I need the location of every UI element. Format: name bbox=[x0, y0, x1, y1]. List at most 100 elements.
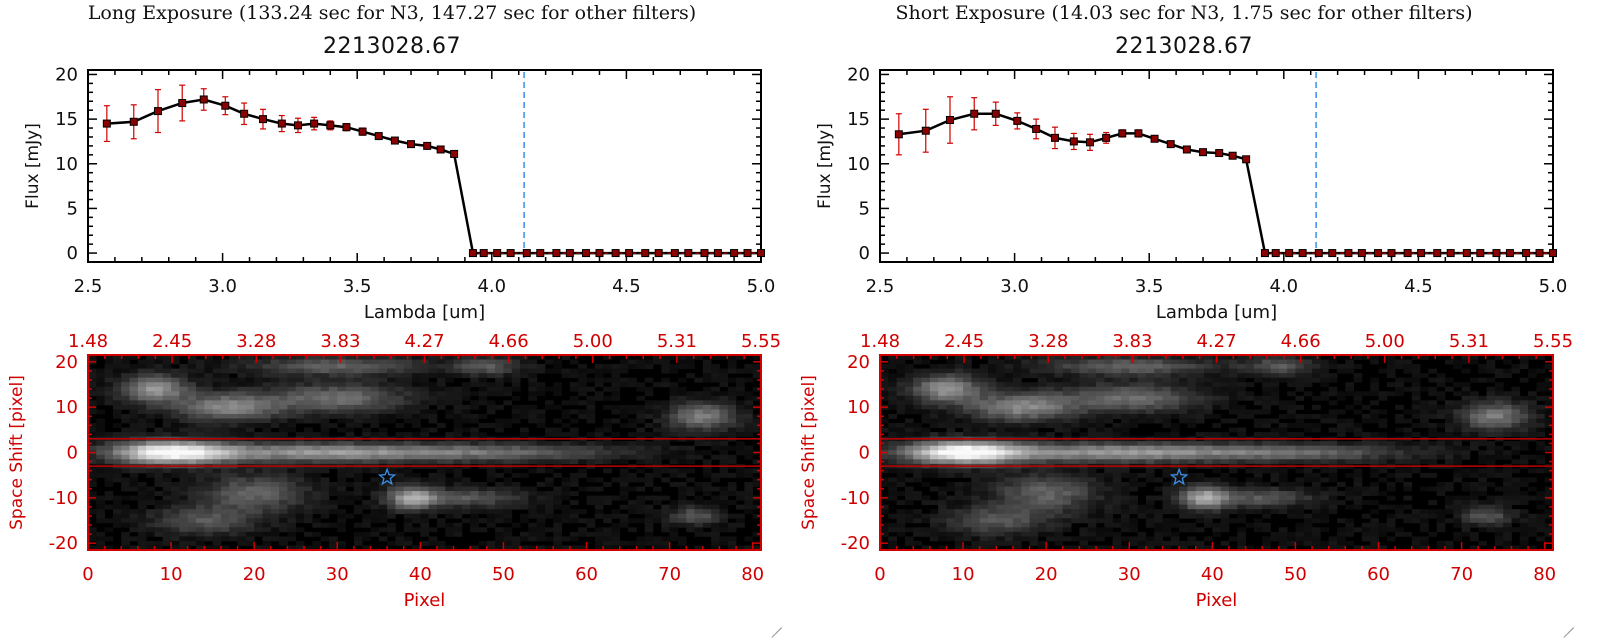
heatmap-pixel bbox=[246, 369, 255, 374]
heatmap-pixel bbox=[520, 450, 529, 455]
heatmap-pixel bbox=[1154, 455, 1163, 460]
heatmap-pixel bbox=[362, 418, 371, 423]
heatmap-pixel bbox=[1520, 446, 1529, 451]
heatmap-pixel bbox=[196, 477, 205, 482]
heatmap-pixel bbox=[1154, 391, 1163, 396]
heatmap-pixel bbox=[728, 428, 737, 433]
heatmap-pixel bbox=[238, 423, 247, 428]
heatmap-pixel bbox=[238, 446, 247, 451]
heatmap-pixel bbox=[179, 518, 188, 523]
heatmap-pixel bbox=[204, 369, 213, 374]
heatmap-pixel bbox=[1511, 387, 1520, 392]
heatmap-pixel bbox=[213, 364, 222, 369]
heatmap-pixel bbox=[312, 518, 321, 523]
heatmap-pixel bbox=[719, 505, 728, 510]
heatmap-pixel bbox=[1030, 428, 1039, 433]
heatmap-pixel bbox=[238, 369, 247, 374]
heatmap-pixel bbox=[728, 473, 737, 478]
heatmap-pixel bbox=[213, 428, 222, 433]
heatmap-pixel bbox=[670, 428, 679, 433]
heatmap-pixel bbox=[204, 527, 213, 532]
heatmap-pixel bbox=[528, 418, 537, 423]
heatmap-pixel bbox=[1511, 409, 1520, 414]
heatmap-pixel bbox=[980, 446, 989, 451]
heatmap-pixel bbox=[429, 505, 438, 510]
heatmap-pixel bbox=[1487, 428, 1496, 433]
heatmap-pixel bbox=[1536, 396, 1545, 401]
heatmap-pixel bbox=[645, 505, 654, 510]
heatmap-pixel bbox=[1420, 373, 1429, 378]
heatmap-pixel bbox=[1038, 414, 1047, 419]
heatmap-pixel bbox=[445, 491, 454, 496]
heatmap-pixel bbox=[254, 496, 263, 501]
heatmap-pixel bbox=[370, 378, 379, 383]
heatmap-pixel bbox=[304, 509, 313, 514]
heatmap-pixel bbox=[146, 423, 155, 428]
heatmap-pixel bbox=[1528, 455, 1537, 460]
heatmap-pixel bbox=[287, 364, 296, 369]
heatmap-pixel bbox=[238, 514, 247, 519]
heatmap-pixel bbox=[395, 387, 404, 392]
heatmap-pixel bbox=[279, 428, 288, 433]
heatmap-pixel bbox=[221, 455, 230, 460]
heatmap-pixel bbox=[395, 541, 404, 546]
x-tick-label: 70 bbox=[658, 564, 681, 585]
heatmap-pixel bbox=[686, 360, 695, 365]
heatmap-pixel bbox=[188, 400, 197, 405]
heatmap-pixel bbox=[271, 391, 280, 396]
heatmap-pixel bbox=[1295, 378, 1304, 383]
heatmap-pixel bbox=[163, 450, 172, 455]
heatmap-pixel bbox=[628, 418, 637, 423]
heatmap-pixel bbox=[354, 536, 363, 541]
resize-grip-icon[interactable] bbox=[770, 616, 782, 628]
heatmap-pixel bbox=[221, 405, 230, 410]
heatmap-pixel bbox=[412, 496, 421, 501]
heatmap-pixel bbox=[645, 391, 654, 396]
heatmap-pixel bbox=[703, 414, 712, 419]
heatmap-pixel bbox=[1511, 428, 1520, 433]
heatmap-pixel bbox=[287, 387, 296, 392]
heatmap-pixel bbox=[503, 455, 512, 460]
heatmap-pixel bbox=[1271, 364, 1280, 369]
heatmap-pixel bbox=[695, 400, 704, 405]
heatmap-pixel bbox=[420, 514, 429, 519]
heatmap-pixel bbox=[254, 527, 263, 532]
heatmap-pixel bbox=[121, 405, 130, 410]
heatmap-pixel bbox=[1420, 387, 1429, 392]
heatmap-pixel bbox=[1096, 455, 1105, 460]
heatmap-pixel bbox=[1362, 459, 1371, 464]
heatmap-pixel bbox=[1495, 446, 1504, 451]
heatmap-pixel bbox=[429, 509, 438, 514]
heatmap-pixel bbox=[686, 514, 695, 519]
heatmap-pixel bbox=[1046, 400, 1055, 405]
heatmap-pixel bbox=[1229, 441, 1238, 446]
heatmap-pixel bbox=[495, 482, 504, 487]
heatmap-pixel bbox=[312, 391, 321, 396]
heatmap-pixel bbox=[955, 441, 964, 446]
heatmap-pixel bbox=[296, 369, 305, 374]
heatmap-pixel bbox=[661, 536, 670, 541]
heatmap-pixel bbox=[271, 387, 280, 392]
data-point-marker bbox=[992, 110, 999, 117]
heatmap-pixel bbox=[470, 369, 479, 374]
heatmap-pixel bbox=[362, 382, 371, 387]
heatmap-pixel bbox=[1254, 373, 1263, 378]
heatmap-pixel bbox=[146, 391, 155, 396]
heatmap-pixel bbox=[487, 459, 496, 464]
heatmap-pixel bbox=[1071, 373, 1080, 378]
heatmap-pixel bbox=[296, 468, 305, 473]
heatmap-pixel bbox=[346, 450, 355, 455]
heatmap-pixel bbox=[229, 505, 238, 510]
heatmap-pixel bbox=[188, 414, 197, 419]
heatmap-pixel bbox=[362, 428, 371, 433]
heatmap-pixel bbox=[1171, 396, 1180, 401]
heatmap-pixel bbox=[429, 482, 438, 487]
data-point-marker bbox=[744, 250, 751, 257]
heatmap-pixel bbox=[213, 487, 222, 492]
heatmap-pixel bbox=[1403, 455, 1412, 460]
heatmap-pixel bbox=[1129, 441, 1138, 446]
heatmap-pixel bbox=[337, 523, 346, 528]
heatmap-pixel bbox=[262, 541, 271, 546]
heatmap-pixel bbox=[963, 400, 972, 405]
heatmap-pixel bbox=[146, 496, 155, 501]
